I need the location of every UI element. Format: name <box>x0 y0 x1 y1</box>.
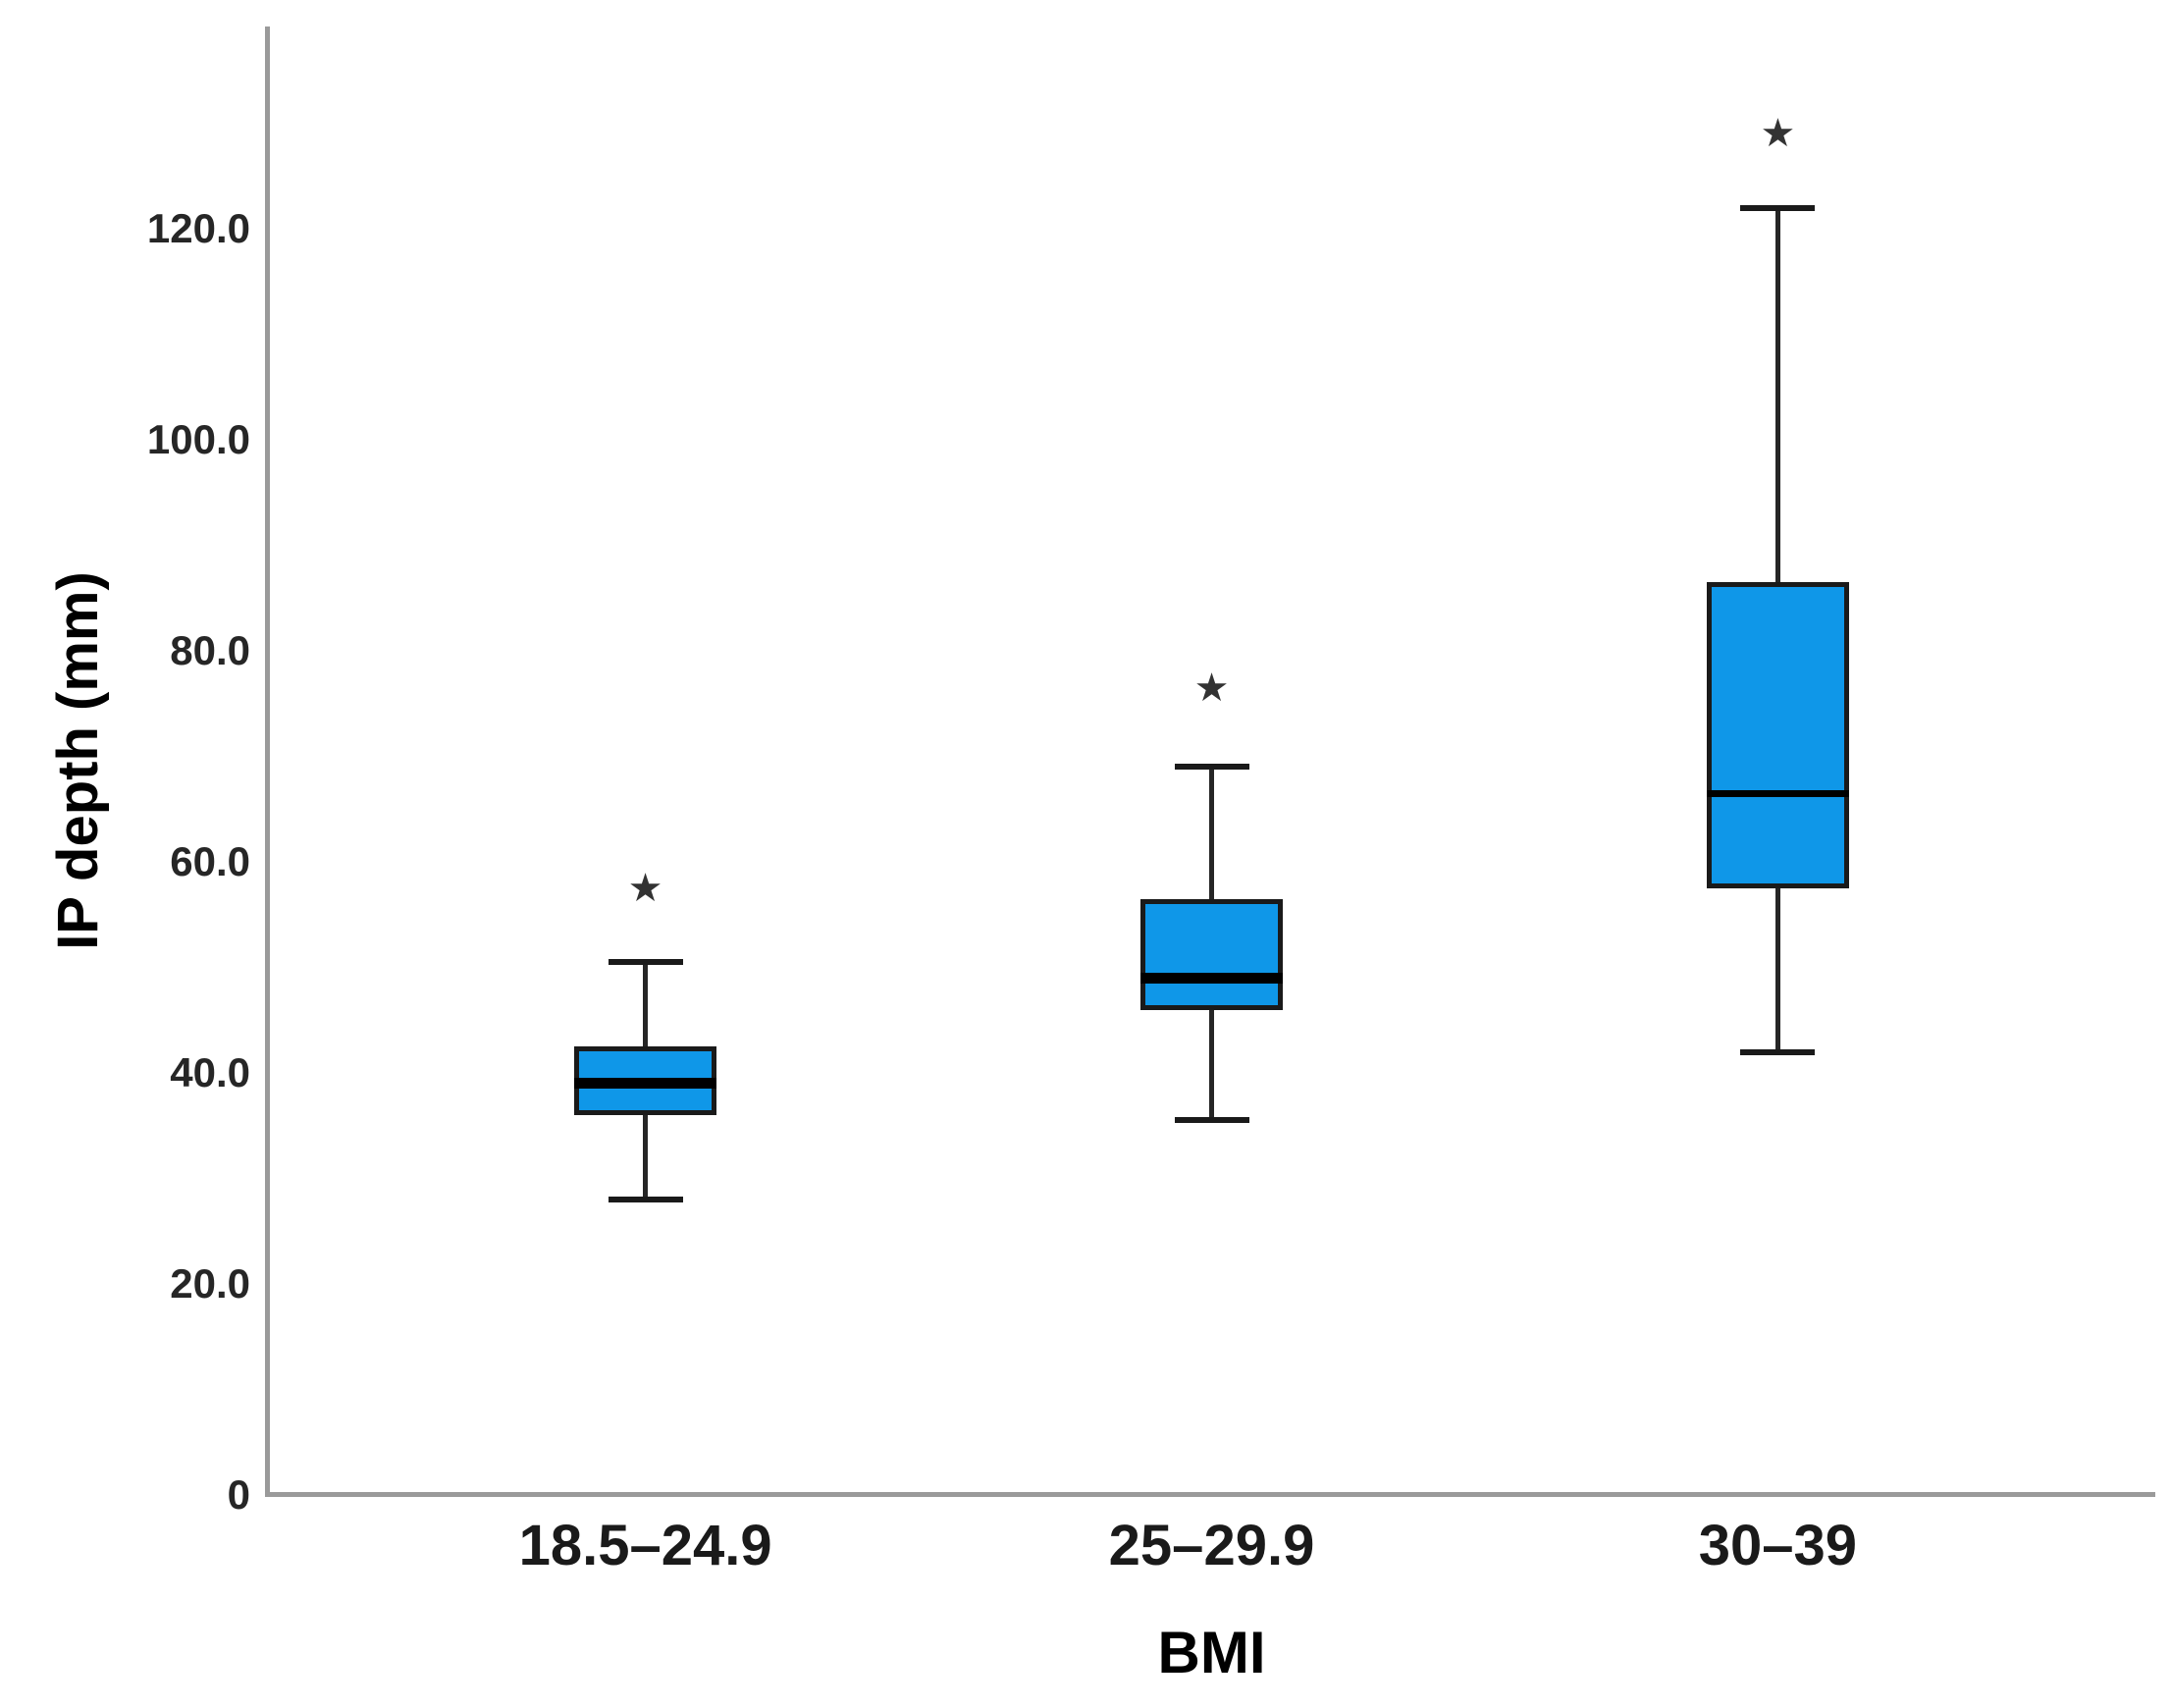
lower-whisker-line <box>1774 887 1780 1052</box>
upper-whisker-line <box>1774 207 1780 583</box>
y-tick-label: 20.0 <box>170 1260 250 1307</box>
lower-whisker-line <box>1209 1009 1214 1121</box>
lower-whisker-cap <box>608 1197 683 1202</box>
median-line <box>1706 789 1849 797</box>
upper-whisker-cap <box>1740 204 1816 211</box>
x-axis-title: BMI <box>1157 1620 1266 1685</box>
lower-whisker-line <box>643 1115 649 1200</box>
outlier-marker: ★ <box>1193 666 1230 710</box>
lower-whisker-cap <box>1174 1117 1249 1124</box>
upper-whisker-cap <box>1174 764 1249 771</box>
y-tick-label: 60.0 <box>170 838 250 884</box>
upper-whisker-line <box>1209 767 1214 899</box>
outlier-marker: ★ <box>627 866 663 910</box>
y-tick-label: 100.0 <box>146 416 250 462</box>
y-tick-label: 40.0 <box>170 1049 250 1095</box>
x-category-label: 18.5–24.9 <box>518 1514 772 1577</box>
median-line <box>574 1078 717 1090</box>
upper-whisker-cap <box>608 959 683 966</box>
box <box>1706 582 1849 888</box>
x-category-label: 30–39 <box>1698 1514 1858 1577</box>
y-axis-title: IP depth (mm) <box>46 571 110 950</box>
upper-whisker-line <box>643 962 649 1047</box>
outlier-marker: ★ <box>1760 112 1796 156</box>
lower-whisker-cap <box>1740 1048 1816 1055</box>
x-category-label: 25–29.9 <box>1108 1514 1315 1577</box>
y-tick-label: 80.0 <box>170 627 250 673</box>
x-axis-line <box>265 1492 2155 1497</box>
y-axis-line <box>265 27 270 1495</box>
y-tick-label: 0 <box>227 1471 250 1518</box>
median-line <box>1140 972 1283 984</box>
box <box>1140 898 1283 1010</box>
y-tick-label: 120.0 <box>146 205 250 251</box>
